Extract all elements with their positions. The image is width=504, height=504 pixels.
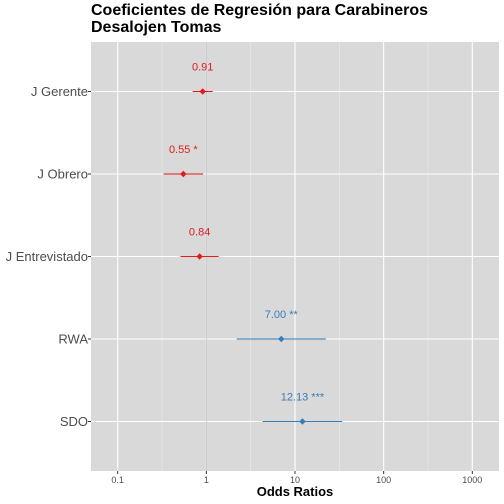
x-tick-label: 1000 [462,475,482,485]
x-axis-title: Odds Ratios [257,484,334,499]
y-tick-label: J Gerente [31,84,88,99]
x-tick-label: 100 [376,475,391,485]
value-label: 12.13 *** [281,392,325,404]
y-tick-label: SDO [60,414,88,429]
y-tick-label: J Entrevistado [6,249,88,264]
value-label: 0.55 * [169,144,198,156]
y-tick-label: RWA [58,332,88,347]
value-label: 0.84 [189,227,210,239]
x-tick-label: 0.1 [111,475,124,485]
x-tick-label: 1 [204,475,209,485]
y-tick-label: J Obrero [37,167,88,182]
value-label: 7.00 ** [265,309,299,321]
value-label: 0.91 [192,62,213,74]
